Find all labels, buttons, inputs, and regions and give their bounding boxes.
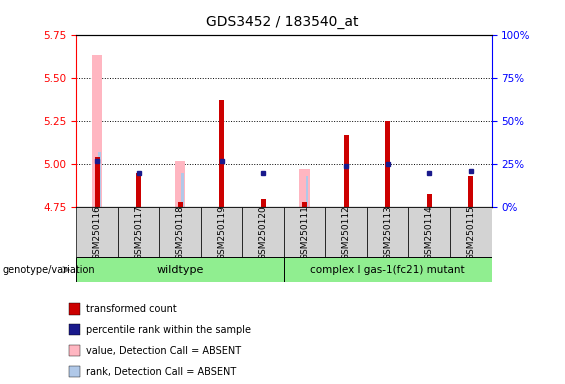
Text: GSM250120: GSM250120 (259, 205, 268, 260)
Text: rank, Detection Call = ABSENT: rank, Detection Call = ABSENT (86, 367, 237, 377)
Bar (69, 366, 80, 377)
Bar (450, 35, 492, 207)
Bar (299, 169, 310, 207)
Bar (260, 199, 266, 207)
Text: GSM250118: GSM250118 (176, 205, 185, 260)
Bar (408, 207, 450, 257)
Bar (159, 207, 201, 257)
Text: GSM250115: GSM250115 (466, 205, 475, 260)
Bar (344, 135, 349, 207)
Bar (468, 176, 473, 207)
Bar (177, 202, 182, 207)
Bar (159, 35, 201, 207)
Bar (302, 202, 307, 207)
Bar (450, 207, 492, 257)
Text: GSM250113: GSM250113 (383, 205, 392, 260)
Text: wildtype: wildtype (157, 265, 204, 275)
Bar (76, 257, 284, 282)
Bar (201, 35, 242, 207)
Bar (219, 100, 224, 207)
Bar (69, 324, 80, 336)
Bar (94, 157, 99, 207)
Text: GSM250114: GSM250114 (425, 205, 434, 260)
Bar (118, 35, 159, 207)
Bar (284, 35, 325, 207)
Bar (408, 35, 450, 207)
Bar (92, 55, 102, 207)
Text: percentile rank within the sample: percentile rank within the sample (86, 325, 251, 335)
Bar (181, 173, 184, 207)
Bar (367, 35, 408, 207)
Bar (306, 176, 308, 207)
Text: GSM250117: GSM250117 (134, 205, 143, 260)
Text: GDS3452 / 183540_at: GDS3452 / 183540_at (206, 15, 359, 29)
Bar (325, 35, 367, 207)
Bar (385, 121, 390, 207)
Bar (284, 207, 325, 257)
Text: GSM250111: GSM250111 (300, 205, 309, 260)
Text: complex I gas-1(fc21) mutant: complex I gas-1(fc21) mutant (310, 265, 465, 275)
Text: transformed count: transformed count (86, 304, 177, 314)
Text: GSM250119: GSM250119 (217, 205, 226, 260)
Bar (367, 207, 408, 257)
Bar (69, 303, 80, 314)
Bar (76, 207, 118, 257)
Text: genotype/variation: genotype/variation (3, 265, 95, 275)
Bar (242, 207, 284, 257)
Text: GSM250116: GSM250116 (93, 205, 102, 260)
Bar (136, 173, 141, 207)
Bar (242, 35, 284, 207)
Bar (118, 207, 159, 257)
Bar (69, 345, 80, 356)
Bar (284, 257, 492, 282)
Text: GSM250112: GSM250112 (342, 205, 351, 260)
Bar (427, 194, 432, 207)
Bar (325, 207, 367, 257)
Bar (201, 207, 242, 257)
Bar (175, 161, 185, 207)
Text: value, Detection Call = ABSENT: value, Detection Call = ABSENT (86, 346, 241, 356)
Bar (98, 152, 101, 207)
Bar (76, 35, 118, 207)
